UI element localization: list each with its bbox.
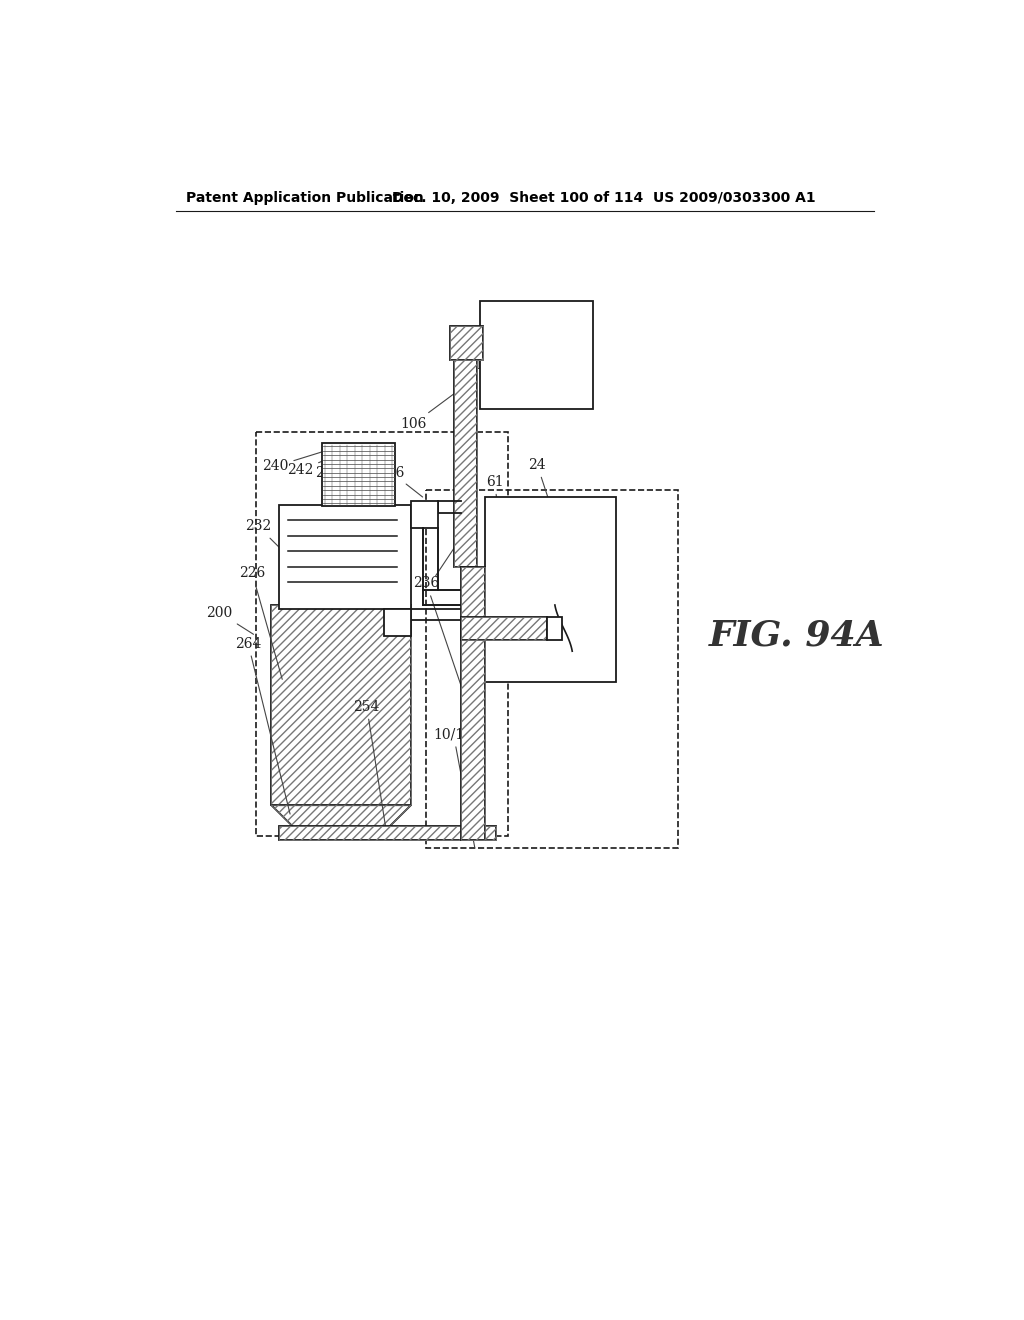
Bar (461, 566, 484, 840)
Text: 254: 254 (353, 700, 387, 837)
Bar (280, 826, 496, 840)
Text: 242: 242 (287, 449, 354, 478)
Bar (271, 605, 411, 805)
Bar (411, 502, 438, 528)
Bar (461, 616, 547, 640)
Bar (480, 301, 593, 409)
Bar (322, 444, 395, 507)
Bar (547, 616, 562, 640)
Bar (454, 359, 477, 566)
Text: 10/12: 10/12 (433, 727, 475, 847)
Bar (450, 326, 483, 360)
Bar (426, 490, 678, 847)
Bar (280, 506, 411, 609)
Text: 24: 24 (528, 458, 550, 502)
Text: 252: 252 (459, 619, 506, 664)
Text: 264: 264 (234, 636, 290, 814)
Bar (280, 826, 496, 840)
Bar (256, 432, 508, 836)
Text: 61: 61 (485, 475, 511, 616)
Text: Dec. 10, 2009  Sheet 100 of 114  US 2009/0303300 A1: Dec. 10, 2009 Sheet 100 of 114 US 2009/0… (391, 191, 815, 206)
Bar (461, 616, 547, 640)
Text: 106: 106 (400, 387, 463, 432)
Bar (271, 605, 411, 805)
Text: 246: 246 (378, 466, 423, 498)
Text: 232: 232 (245, 520, 281, 549)
Text: FIG. 94A: FIG. 94A (710, 619, 885, 653)
Text: 62: 62 (435, 521, 476, 576)
Text: 234: 234 (314, 449, 374, 479)
Bar (454, 359, 477, 566)
Text: 200: 200 (206, 606, 254, 635)
Text: 236: 236 (414, 577, 472, 718)
Text: 111: 111 (510, 330, 538, 364)
Text: Patent Application Publication: Patent Application Publication (186, 191, 424, 206)
Polygon shape (384, 609, 411, 636)
Bar (450, 326, 483, 360)
Text: 240: 240 (262, 447, 335, 474)
Text: 112: 112 (466, 334, 493, 372)
Text: 226: 226 (239, 566, 283, 680)
Polygon shape (271, 805, 411, 829)
Bar (461, 566, 484, 840)
Bar (484, 498, 616, 682)
